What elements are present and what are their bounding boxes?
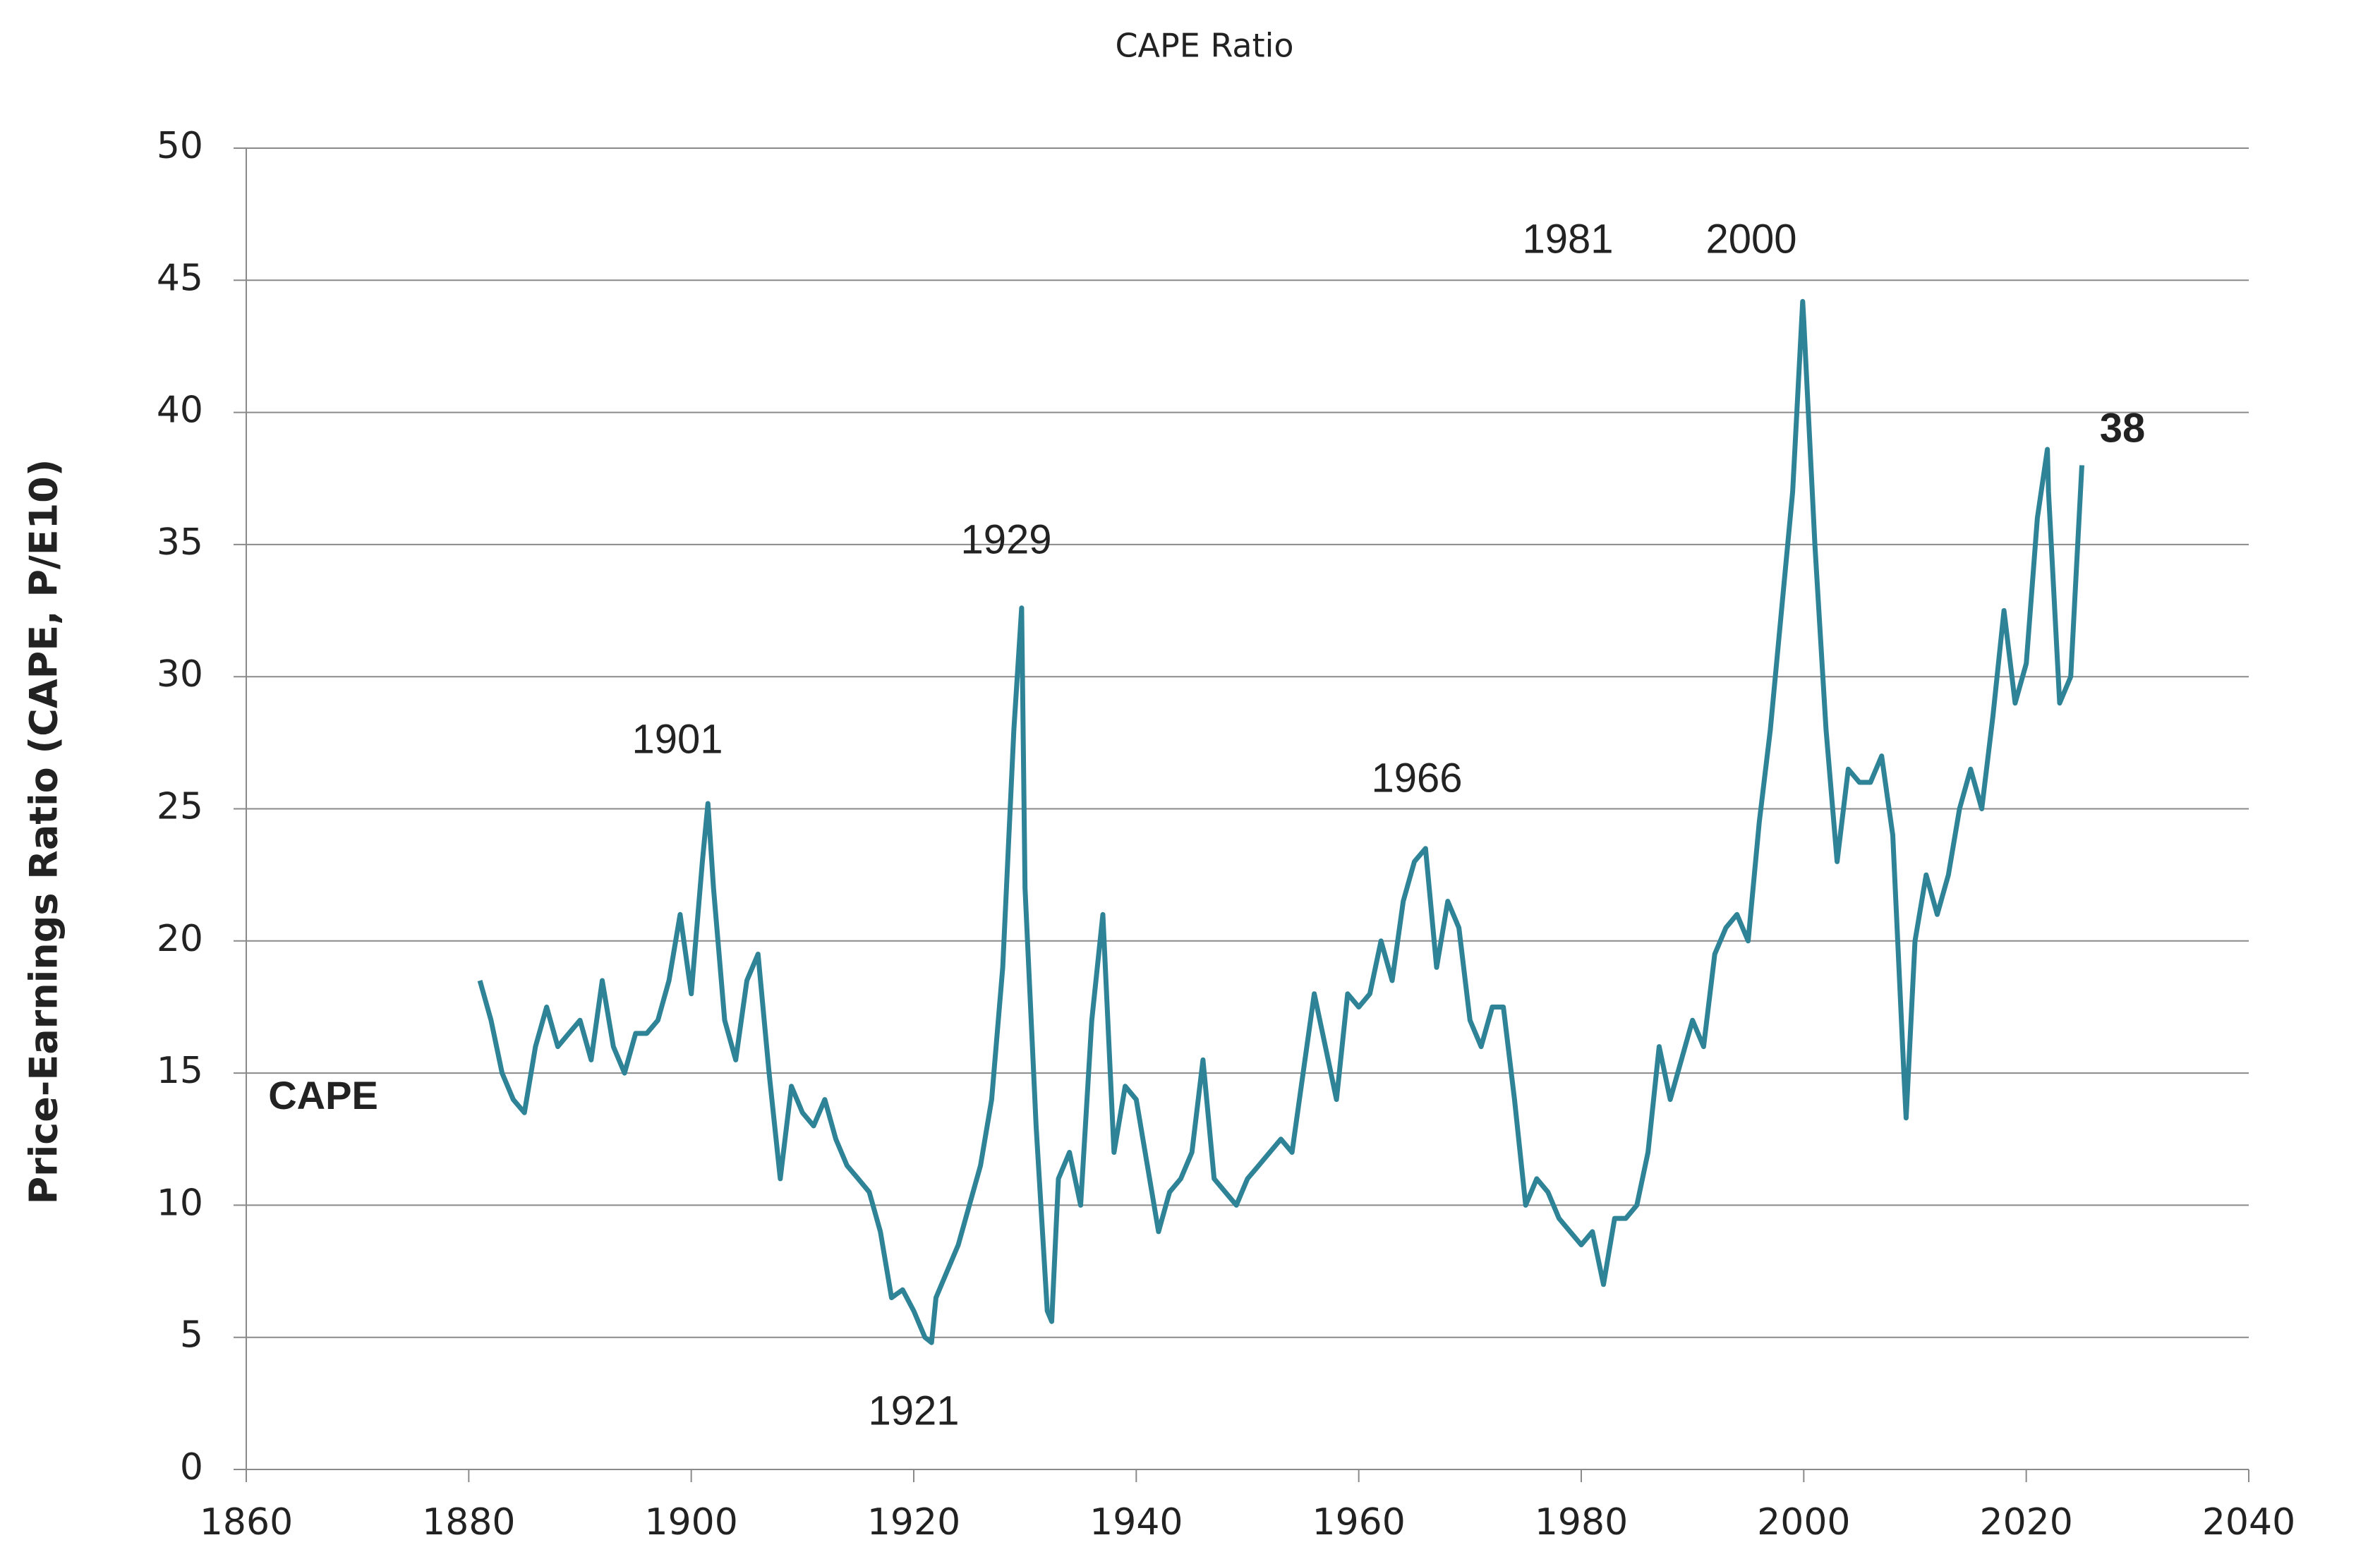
annotation: 2000 bbox=[1705, 216, 1796, 262]
y-tick-label: 5 bbox=[180, 1314, 203, 1357]
x-tick-label: 1880 bbox=[422, 1501, 515, 1544]
x-tick-label: 1980 bbox=[1535, 1501, 1628, 1544]
annotation: 38 bbox=[2100, 405, 2146, 451]
x-tick-label: 1960 bbox=[1312, 1501, 1405, 1544]
x-tick-label: 1940 bbox=[1089, 1501, 1183, 1544]
x-tick-label: 2040 bbox=[2202, 1501, 2295, 1544]
y-tick-label: 30 bbox=[157, 653, 203, 696]
chart-title: CAPE Ratio bbox=[1115, 27, 1293, 65]
annotation: 1966 bbox=[1371, 755, 1462, 801]
x-tick-label: 1900 bbox=[644, 1501, 737, 1544]
y-axis-label: Price-Earnings Ratio (CAPE, P/E10) bbox=[22, 459, 66, 1205]
y-tick-label: 40 bbox=[157, 389, 203, 432]
y-tick-label: 50 bbox=[157, 125, 203, 167]
cape-line bbox=[477, 298, 2084, 1345]
x-tick-label: 2000 bbox=[1757, 1501, 1850, 1544]
y-tick-label: 0 bbox=[180, 1446, 203, 1489]
y-tick-label: 10 bbox=[157, 1182, 203, 1224]
annotation: 1901 bbox=[632, 716, 723, 762]
series-label: CAPE bbox=[268, 1073, 378, 1117]
x-tick-label: 1920 bbox=[867, 1501, 960, 1544]
y-tick-label: 20 bbox=[157, 918, 203, 960]
y-tick-label: 15 bbox=[157, 1050, 203, 1092]
x-tick-label: 1860 bbox=[200, 1501, 293, 1544]
annotation: 1981 bbox=[1522, 216, 1613, 262]
y-tick-label: 35 bbox=[157, 521, 203, 564]
y-tick-label: 25 bbox=[157, 786, 203, 828]
annotation: 1929 bbox=[960, 516, 1051, 562]
x-tick-label: 2020 bbox=[1979, 1501, 2072, 1544]
y-tick-label: 45 bbox=[157, 257, 203, 299]
annotation: 1921 bbox=[868, 1388, 959, 1433]
